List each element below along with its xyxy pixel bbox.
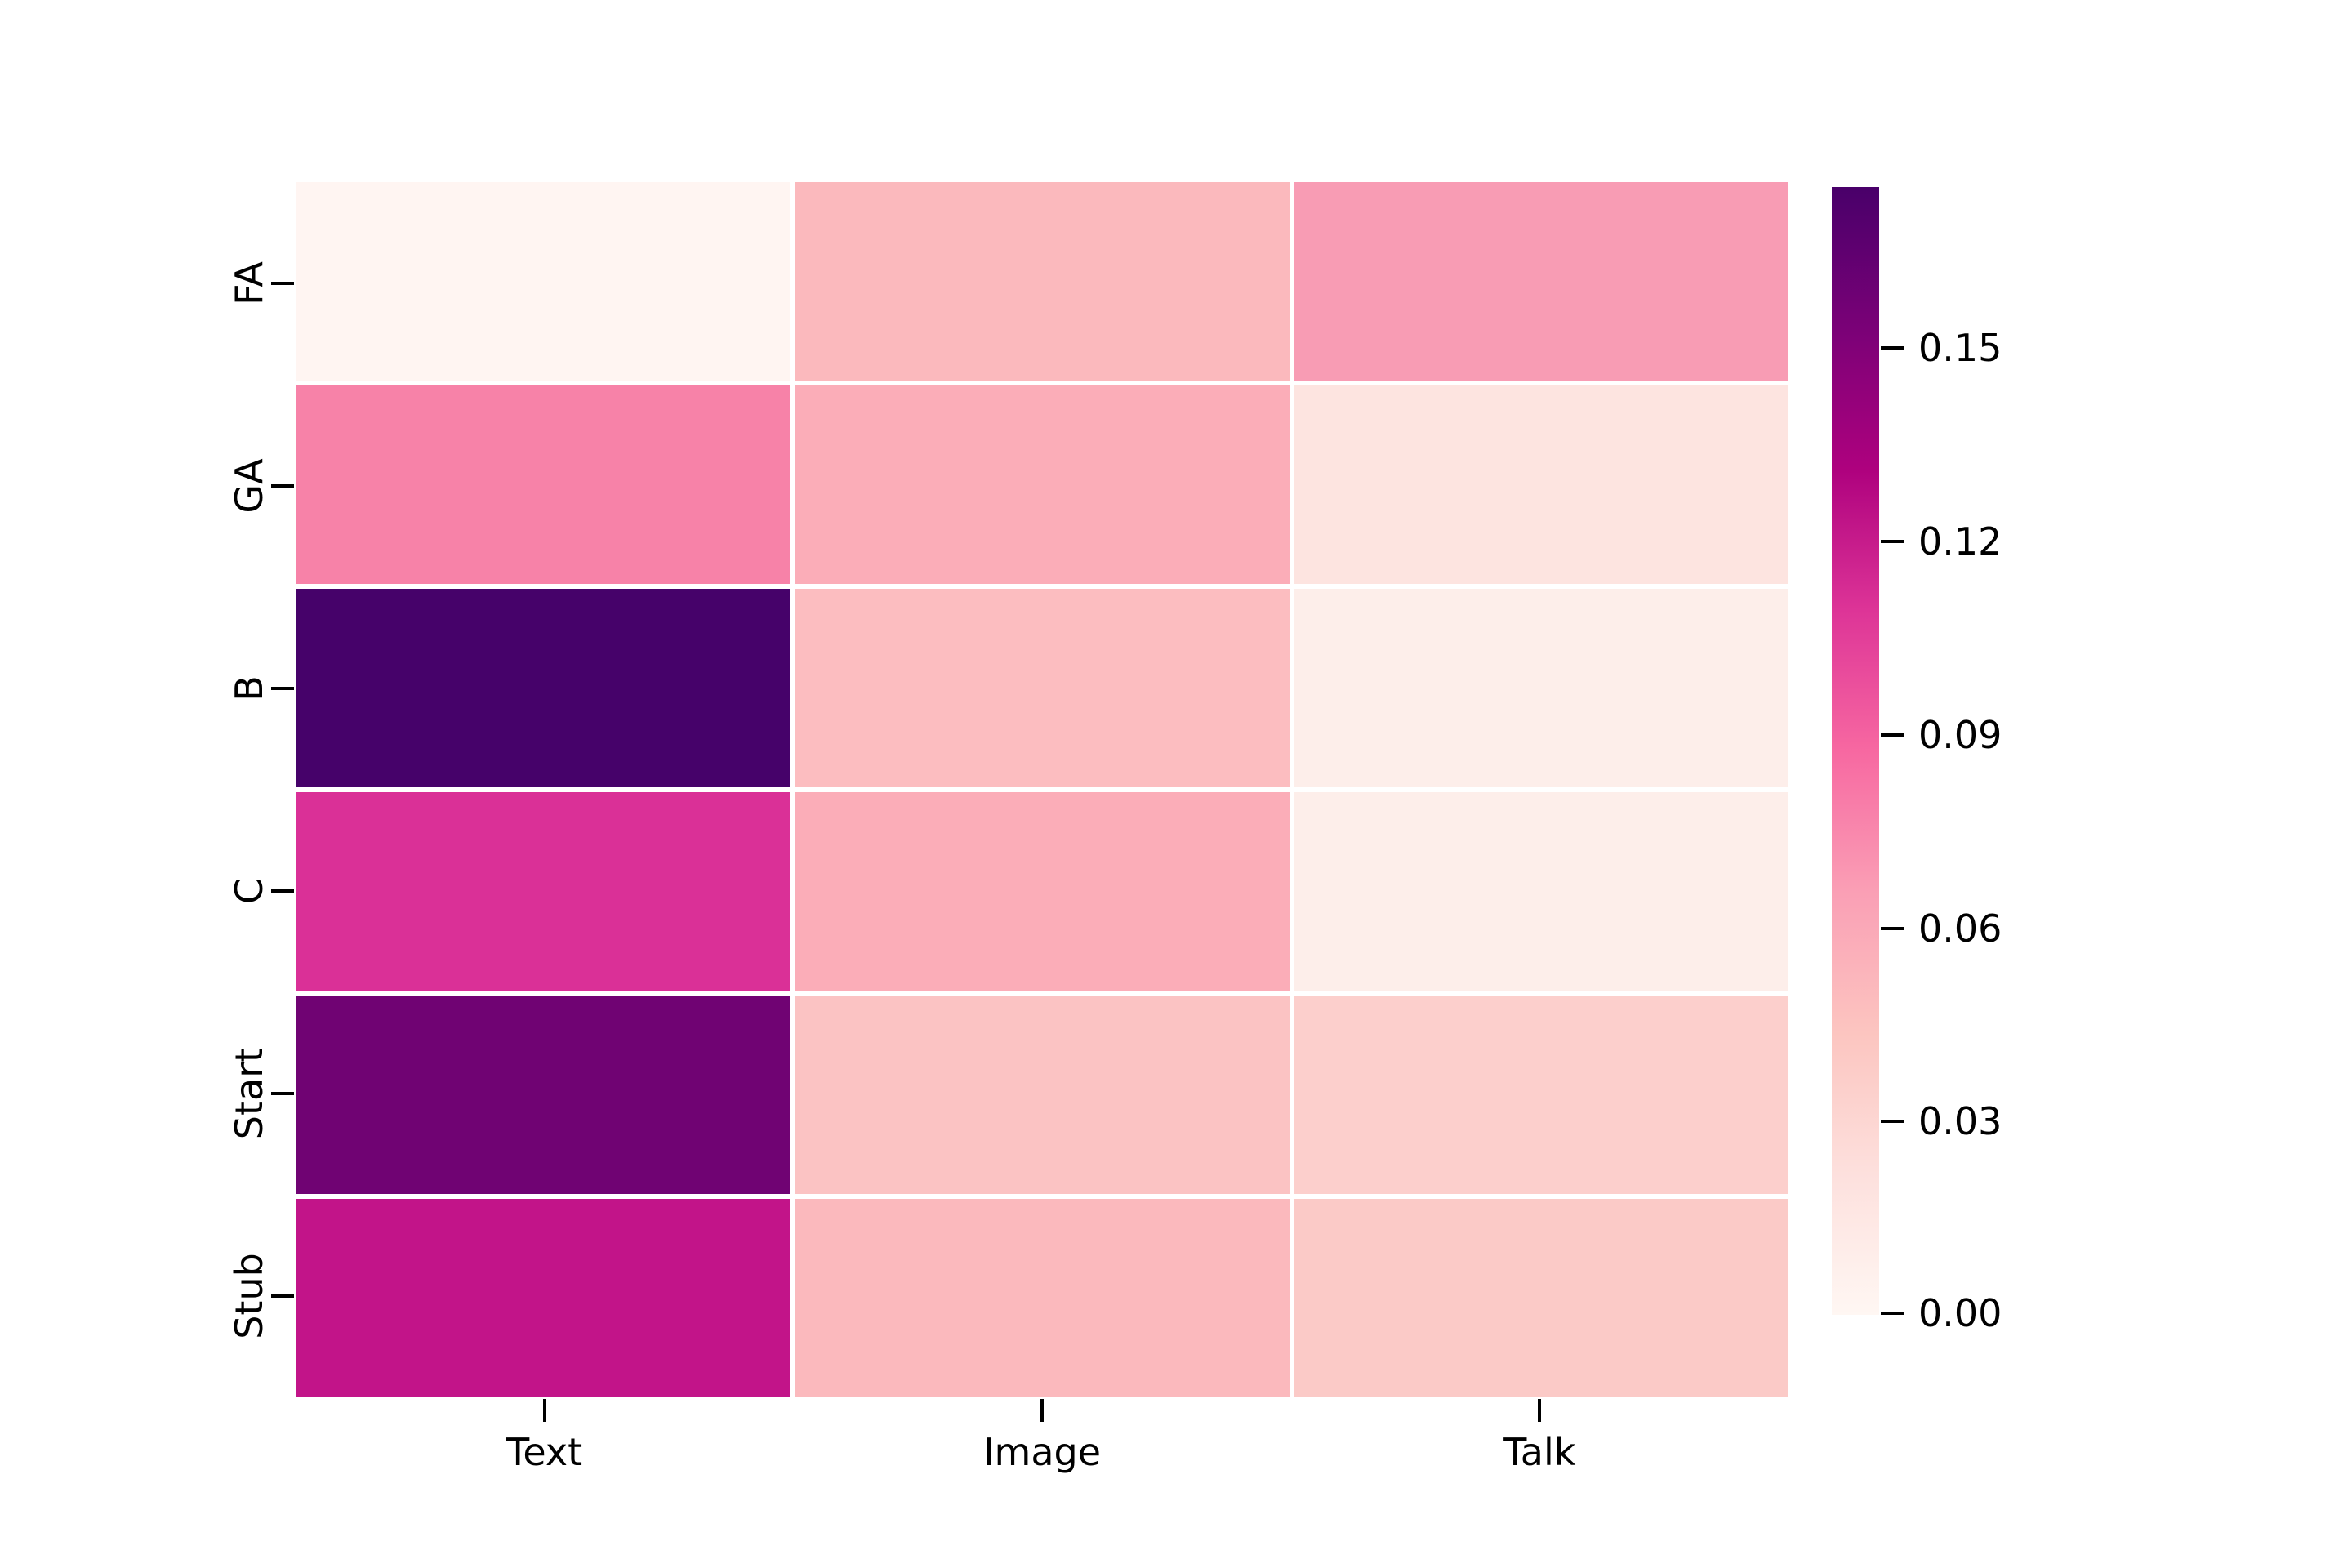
heatmap-cell-B-Talk [1294,589,1788,787]
heatmap-cell-B-Text [296,589,791,787]
x-axis-label-Text: Text [506,1430,583,1474]
x-tick-mark [542,1399,546,1422]
y-tick-mark [271,1294,294,1298]
colorbar-tick-mark [1881,1312,1904,1315]
colorbar-tick-mark [1881,346,1904,350]
colorbar-tick-mark [1881,540,1904,544]
heatmap-cell-GA-Image [795,385,1290,584]
y-axis-label-FA: FA [227,261,271,305]
heatmap-cell-GA-Talk [1294,385,1788,584]
x-tick-mark [1040,1399,1044,1422]
heatmap-cell-Stub-Talk [1294,1199,1788,1397]
heatmap-cell-Stub-Image [795,1199,1290,1397]
heatmap-grid [296,182,1788,1397]
y-axis-label-Stub: Stub [227,1253,271,1339]
y-axis-label-GA: GA [227,458,271,514]
colorbar-tick-label-0.15: 0.15 [1918,326,2002,371]
colorbar-tick-mark [1881,1120,1904,1124]
heatmap-cell-FA-Talk [1294,182,1788,381]
y-tick-mark [271,282,294,285]
heatmap-cell-GA-Text [296,385,791,584]
y-tick-mark [271,687,294,690]
heatmap-cell-C-Talk [1294,792,1788,991]
y-axis-label-B: B [227,675,271,702]
y-tick-mark [271,484,294,488]
heatmap-cell-FA-Image [795,182,1290,381]
heatmap-cell-Start-Image [795,996,1290,1194]
y-axis-label-Start: Start [227,1047,271,1140]
heatmap-cell-C-Image [795,792,1290,991]
x-tick-mark [1538,1399,1542,1422]
y-tick-mark [271,889,294,893]
heatmap-cell-FA-Text [296,182,791,381]
colorbar-tick-label-0.00: 0.00 [1918,1291,2002,1335]
colorbar-tick-mark [1881,926,1904,930]
heatmap-cell-C-Text [296,792,791,991]
heatmap-cell-Stub-Text [296,1199,791,1397]
colorbar [1832,187,1879,1315]
heatmap-cell-Start-Talk [1294,996,1788,1194]
heatmap-cell-B-Image [795,589,1290,787]
colorbar-tick-label-0.06: 0.06 [1918,906,2002,951]
colorbar-tick-mark [1881,733,1904,737]
heatmap-cell-Start-Text [296,996,791,1194]
x-axis-label-Talk: Talk [1503,1430,1576,1474]
x-axis-label-Image: Image [982,1430,1102,1474]
y-tick-mark [271,1092,294,1095]
colorbar-tick-label-0.03: 0.03 [1918,1099,2002,1144]
y-axis-label-C: C [227,877,271,905]
colorbar-tick-label-0.12: 0.12 [1918,519,2002,564]
colorbar-tick-label-0.09: 0.09 [1918,712,2002,757]
